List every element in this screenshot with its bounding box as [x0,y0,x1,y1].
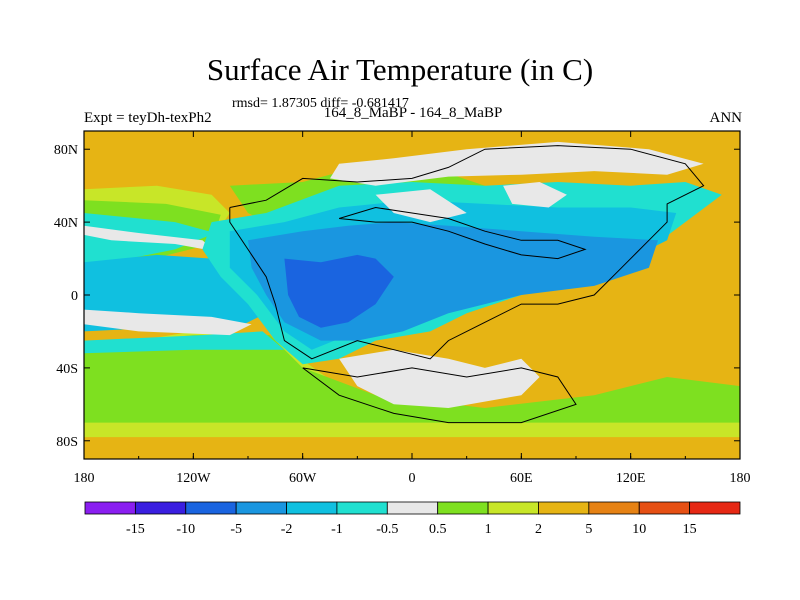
colorbar-box [437,501,489,515]
asia-white [375,189,467,223]
season-label: ANN [709,110,743,126]
axis-ticks: 180 120W 60W 0 60E 120E 180 80N 40N 0 40S 80S [54,131,751,486]
colorbar-box [185,501,237,515]
colorbar-label: 0.5 [429,522,447,537]
coastlines [229,145,705,424]
colorbar-box [689,501,741,515]
colorbar-box [386,501,439,515]
colorbar-label: 5 [585,522,592,537]
continent-blue-core [284,254,394,328]
colorbar-label: 2 [535,522,542,537]
gondwana-white [339,349,540,408]
colorbar-label: 1 [485,522,492,537]
x-tick-label: 60W [289,471,317,486]
coastline-inner-sea [338,206,587,260]
colorbar-box [336,501,388,515]
colorbar-box [487,501,539,515]
y-tick-label: 80N [54,143,78,158]
x-tick-label: 120W [176,471,211,486]
x-tick-label: 60E [510,471,533,486]
x-tick-label: 180 [730,471,751,486]
x-tick-label: 120E [616,471,646,486]
temperature-field [84,131,740,459]
y-tick-label: 0 [71,289,78,304]
colorbar-label: -0.5 [376,522,398,537]
x-tick-label: 180 [74,471,95,486]
coastline-south-continent [302,367,577,424]
period-label: 164_8_MaBP - 164_8_MaBP [323,105,503,121]
colorbar-box [588,501,640,515]
south-pacific-white-tongue [84,309,252,336]
x-tick-label: 0 [409,471,416,486]
colorbar-box [134,501,187,515]
southern-green [84,335,740,423]
y-tick-label: 40S [56,362,78,377]
rmsd-diff-text: rmsd= 1.87305 diff= -0.681417 [232,96,409,111]
coastline-north-continent [229,145,705,360]
colorbar-label: -15 [126,522,145,537]
colorbar-box [286,501,338,515]
experiment-label: Expt = teyDh-texPh2 [84,110,212,126]
southern-aqua [84,331,285,354]
pacific-white-tongue-north [84,225,216,252]
colorbar-label: 10 [632,522,646,537]
plot-title: Surface Air Temperature (in C) [206,52,594,87]
y-tick-label: 80S [56,435,78,450]
colorbar-box [235,501,287,515]
colorbar-label: -2 [281,522,293,537]
southeast-white-blob [503,182,567,208]
colorbar-box [538,501,590,515]
colorbar-box [638,501,691,515]
colorbar: -15 -10 -5 -2 -1 -0.5 0.5 1 2 5 10 15 [84,501,741,537]
y-tick-label: 40N [54,216,78,231]
colorbar-box [84,501,136,515]
colorbar-label: 15 [683,522,697,537]
colorbar-label: -1 [331,522,343,537]
colorbar-label: -10 [176,522,195,537]
colorbar-label: -5 [230,522,242,537]
